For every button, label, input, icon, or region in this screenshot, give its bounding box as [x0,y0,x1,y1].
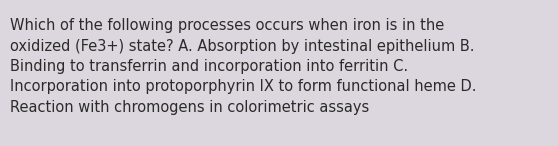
Text: oxidized (Fe3+) state? A. Absorption by intestinal epithelium B.: oxidized (Fe3+) state? A. Absorption by … [10,39,474,53]
Text: Binding to transferrin and incorporation into ferritin C.: Binding to transferrin and incorporation… [10,59,408,74]
Text: Incorporation into protoporphyrin IX to form functional heme D.: Incorporation into protoporphyrin IX to … [10,80,477,94]
Text: Which of the following processes occurs when iron is in the: Which of the following processes occurs … [10,18,444,33]
Text: Reaction with chromogens in colorimetric assays: Reaction with chromogens in colorimetric… [10,100,369,115]
